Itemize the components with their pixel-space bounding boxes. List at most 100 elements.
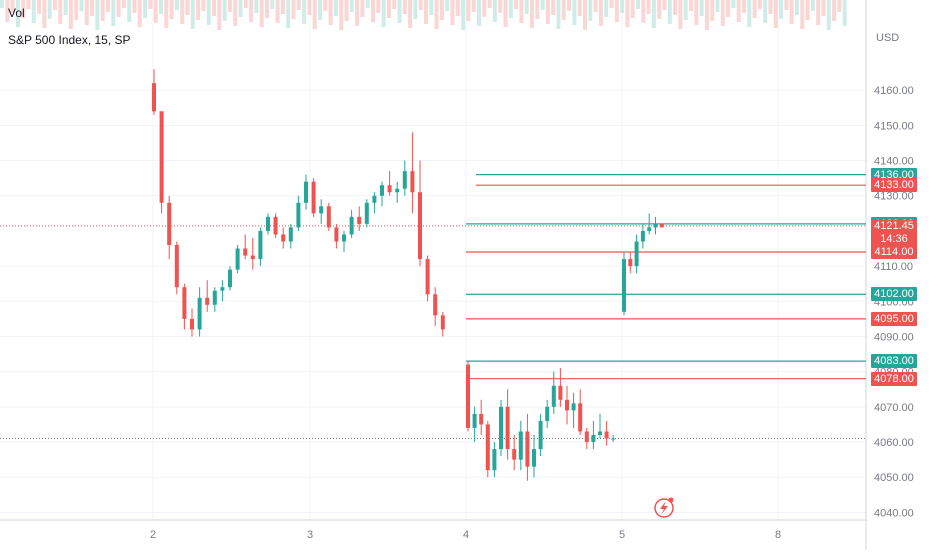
volume-bar <box>222 0 227 21</box>
candle-body <box>205 297 210 305</box>
price-tick-label: 4050.00 <box>874 472 914 484</box>
volume-bar <box>397 0 402 23</box>
candle-body <box>334 227 339 242</box>
volume-bar <box>328 0 333 25</box>
volume-bar <box>190 0 195 29</box>
volume-bar <box>296 0 301 10</box>
candle-body <box>243 248 248 256</box>
candle-body <box>395 188 400 193</box>
volume-bar <box>233 0 238 26</box>
candle-body <box>466 364 470 428</box>
volume-bar <box>15 0 20 27</box>
volume-bar <box>169 0 174 19</box>
volume-bar <box>227 0 232 12</box>
volume-bar <box>757 0 762 9</box>
candle-body <box>288 227 293 242</box>
candle-body <box>578 403 583 432</box>
volume-bar <box>556 0 561 29</box>
candle-body <box>659 223 664 228</box>
volume-bar <box>667 0 672 24</box>
price-tick-label: 4130.00 <box>874 191 914 203</box>
time-tick-label: 8 <box>775 529 781 541</box>
volume-bar <box>694 0 699 25</box>
volume-bar <box>736 0 741 22</box>
candle-body <box>167 202 172 245</box>
volume-bar <box>577 0 582 16</box>
volume-bar <box>683 0 688 20</box>
candle-body <box>418 192 422 260</box>
volume-bar <box>593 0 598 12</box>
volume-bar <box>625 0 630 27</box>
volume-bar <box>349 0 354 12</box>
volume-bar <box>487 0 492 8</box>
level-price-tag: 4136.00 <box>871 167 917 182</box>
volume-bar <box>249 0 254 22</box>
candle-body <box>604 431 609 439</box>
volume-bar <box>254 0 259 13</box>
volume-bar <box>312 0 317 29</box>
volume-bar <box>37 0 42 14</box>
candle-body <box>387 185 392 193</box>
price-tick-label: 4060.00 <box>874 437 914 449</box>
candle-body <box>182 287 187 319</box>
volume-bar <box>498 0 503 13</box>
volume-bar <box>238 0 243 17</box>
candle-body <box>152 83 156 112</box>
volume-bar <box>519 0 524 23</box>
lightning-icon <box>654 497 674 518</box>
volume-bar <box>720 0 725 26</box>
volume-bar <box>768 0 773 14</box>
candle-body <box>571 403 576 411</box>
candle-body <box>640 230 645 242</box>
currency-label: USD <box>876 32 899 44</box>
volume-bar <box>84 0 89 25</box>
candle-body <box>622 259 626 312</box>
candle-body <box>380 185 384 196</box>
volume-bar <box>164 0 169 28</box>
volume-bar <box>471 0 476 12</box>
volume-bar <box>715 0 720 12</box>
candle-body <box>364 202 369 224</box>
volume-bar <box>275 0 280 23</box>
volume-bar <box>143 0 148 18</box>
volume-bar <box>196 0 201 20</box>
candle-body <box>525 431 530 467</box>
volume-bar <box>5 0 10 22</box>
candle-body <box>250 255 255 260</box>
candle-body <box>551 385 556 407</box>
candle-body <box>440 315 445 330</box>
volume-bar <box>408 0 413 28</box>
volume-bar <box>614 0 619 22</box>
candle-body <box>311 181 316 214</box>
bar-countdown: 14:36 <box>880 232 908 245</box>
volume-bar <box>291 0 296 19</box>
volume-bar <box>0 0 4 8</box>
candle-body <box>326 206 331 228</box>
volume-bar <box>217 0 222 30</box>
volume-bar <box>10 0 15 13</box>
volume-bar <box>53 0 57 10</box>
volume-bar <box>763 0 768 23</box>
volume-bar <box>535 0 540 19</box>
volume-bar <box>212 0 216 16</box>
volume-bar <box>116 0 121 17</box>
current-price-tag: 4121.45 14:36 <box>871 219 917 246</box>
volume-bar <box>583 0 587 30</box>
candle-body <box>598 431 602 435</box>
volume-bar <box>429 0 434 15</box>
volume-bar <box>26 0 31 9</box>
volume-bar <box>280 0 285 14</box>
current-price-value: 4121.45 <box>874 219 914 232</box>
price-tick-label: 4140.00 <box>874 156 914 168</box>
volume-bar <box>837 0 842 12</box>
volume-bar <box>402 0 407 14</box>
volume-legend: Vol <box>8 6 25 20</box>
time-tick-label: 4 <box>463 529 469 541</box>
volume-bar <box>265 0 269 18</box>
volume-bar <box>524 0 529 14</box>
volume-bar <box>159 0 163 14</box>
candle-body <box>273 216 278 235</box>
volume-bar <box>726 0 731 17</box>
